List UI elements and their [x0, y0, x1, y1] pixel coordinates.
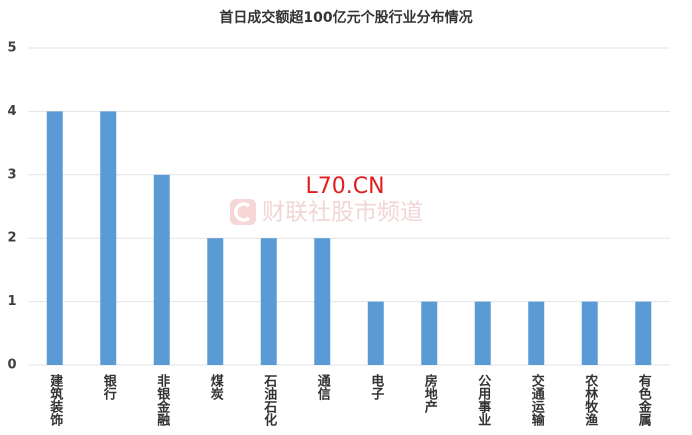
watermark-text: 财联社股市频道	[262, 200, 423, 226]
watermark-logo	[230, 199, 256, 225]
x-tick-label: 农林牧渔	[582, 373, 599, 427]
x-tick-label: 银行	[101, 373, 118, 401]
y-tick-label: 4	[7, 104, 16, 119]
bar	[153, 174, 170, 365]
y-tick-label: 0	[7, 358, 16, 373]
chart-title: 首日成交额超100亿元个股行业分布情况	[219, 9, 472, 26]
x-tick-label: 非银金融	[154, 373, 171, 427]
bar	[581, 301, 598, 365]
bar	[314, 238, 331, 365]
x-tick-label: 煤炭	[208, 373, 224, 401]
x-tick-label: 通信	[315, 373, 331, 401]
x-tick-label: 石油石化	[261, 374, 278, 427]
x-tick-label: 有色金属	[636, 373, 653, 427]
bar	[635, 301, 652, 365]
x-tick-label: 建筑装饰	[47, 373, 64, 427]
bar	[100, 111, 117, 366]
bar	[421, 301, 438, 365]
bar	[46, 111, 63, 366]
y-tick-label: 5	[7, 41, 16, 56]
y-tick-label: 1	[7, 294, 16, 309]
bar	[260, 238, 277, 365]
y-tick-label: 3	[7, 167, 16, 182]
x-tick-label: 公用事业	[475, 374, 492, 426]
bar	[528, 301, 545, 365]
y-tick-label: 2	[7, 231, 16, 246]
bar	[474, 301, 491, 365]
bar	[367, 301, 384, 365]
x-tick-label: 房地产	[422, 373, 438, 414]
bar	[207, 238, 224, 365]
x-tick-label: 交通运输	[529, 373, 545, 427]
x-tick-label: 电子	[368, 373, 384, 401]
watermark-site: L70.CN	[305, 174, 384, 199]
